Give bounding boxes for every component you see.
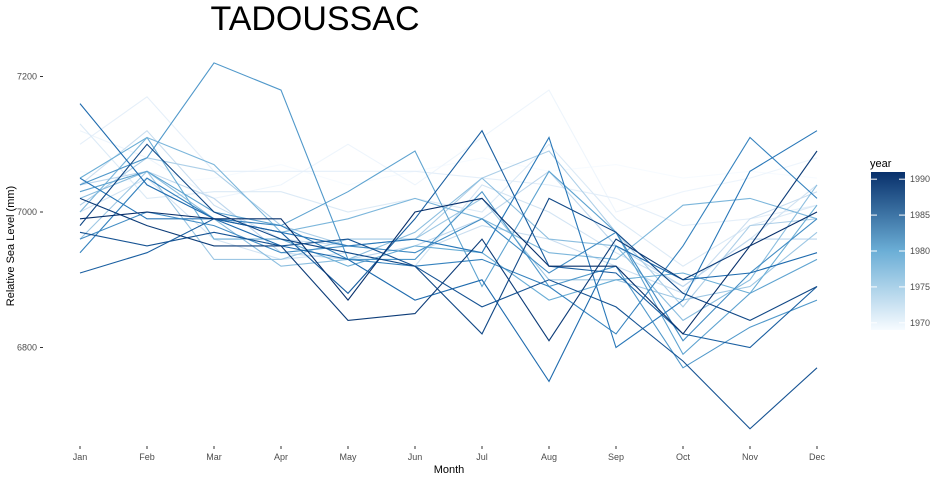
x-axis-title: Month [434, 464, 465, 476]
y-axis-title: Relative Sea Level (mm) [5, 186, 17, 306]
series-line-1970 [79, 89, 818, 213]
x-tick-label: Mar [206, 452, 222, 462]
x-tick-label: Sep [608, 452, 624, 462]
x-tick-label: Dec [809, 452, 826, 462]
x-tick-label: Jan [73, 452, 88, 462]
series-line-1979 [79, 136, 818, 260]
series-line-1982 [79, 62, 818, 369]
legend-tick-label: 1980 [910, 246, 930, 256]
legend-title: year [870, 158, 892, 170]
series-line-1983 [79, 211, 818, 342]
series-line-1981 [79, 150, 818, 356]
legend-tick-label: 1970 [910, 318, 930, 328]
legend-tick-label: 1975 [910, 282, 930, 292]
series-line-1986 [79, 103, 818, 383]
series-line-1990 [79, 150, 818, 342]
series-line-1974 [79, 129, 818, 294]
legend-tick-label: 1985 [910, 210, 930, 220]
x-axis: Jan Feb Mar Apr May Jun Jul Aug Sep Oct Nov Dec [73, 446, 826, 462]
y-tick-label: 6800 [17, 343, 37, 353]
x-tick-label: Jun [408, 452, 423, 462]
series-line-1991 [79, 197, 818, 335]
legend: year 1970 1975 1980 1985 1990 [870, 158, 930, 330]
legend-ticks: 1970 1975 1980 1985 1990 [871, 174, 930, 328]
plot-area [79, 62, 818, 430]
series-line-1988 [79, 231, 818, 430]
y-axis: 6800 7000 7200 [17, 72, 43, 353]
y-tick-label: 7000 [17, 207, 37, 217]
series-line-1984 [79, 136, 818, 335]
x-tick-label: Apr [274, 452, 288, 462]
y-tick-label: 7200 [17, 72, 37, 82]
chart-title: TADOUSSAC [210, 0, 419, 38]
x-tick-label: Jul [476, 452, 488, 462]
series-line-1969 [79, 157, 818, 186]
x-tick-label: May [339, 452, 357, 462]
x-tick-label: Oct [676, 452, 691, 462]
series-line-1989 [79, 143, 818, 335]
x-tick-label: Feb [139, 452, 155, 462]
x-tick-label: Nov [742, 452, 759, 462]
series-line-1980 [79, 136, 818, 301]
legend-tick-label: 1990 [910, 174, 930, 184]
series-line-1987 [79, 129, 818, 349]
x-tick-label: Aug [541, 452, 557, 462]
